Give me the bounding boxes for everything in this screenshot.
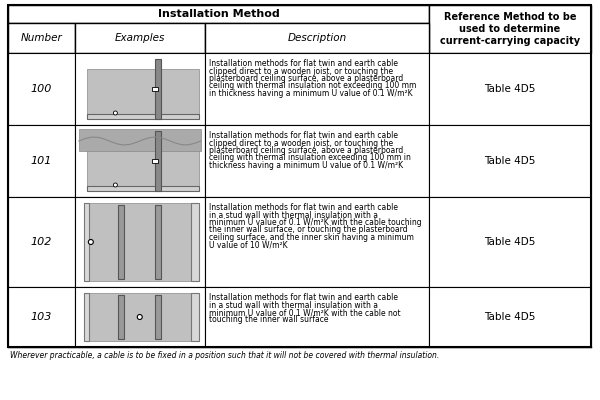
Polygon shape xyxy=(205,53,429,125)
Text: Installation methods for flat twin and earth cable: Installation methods for flat twin and e… xyxy=(209,131,398,140)
Text: plasterboard ceiling surface, above a plasterboard: plasterboard ceiling surface, above a pl… xyxy=(209,146,403,155)
Polygon shape xyxy=(155,59,161,119)
Text: minimum U value of 0.1 W/m²K with the cable not: minimum U value of 0.1 W/m²K with the ca… xyxy=(209,308,400,317)
Text: Number: Number xyxy=(20,33,62,43)
Text: in a stud wall with thermal insulation with a: in a stud wall with thermal insulation w… xyxy=(209,300,377,310)
Polygon shape xyxy=(155,295,161,339)
Text: Installation methods for flat twin and earth cable: Installation methods for flat twin and e… xyxy=(209,293,398,302)
Polygon shape xyxy=(118,295,124,339)
Text: touching the inner wall surface: touching the inner wall surface xyxy=(209,316,328,324)
Polygon shape xyxy=(8,53,75,125)
Polygon shape xyxy=(87,186,199,191)
Polygon shape xyxy=(84,203,199,281)
Text: 100: 100 xyxy=(31,84,52,94)
Polygon shape xyxy=(75,197,205,287)
Polygon shape xyxy=(429,287,591,347)
Text: Installation methods for flat twin and earth cable: Installation methods for flat twin and e… xyxy=(209,203,398,212)
Polygon shape xyxy=(429,125,591,197)
Polygon shape xyxy=(8,197,75,287)
Polygon shape xyxy=(118,205,124,279)
Text: Table 4D5: Table 4D5 xyxy=(484,312,536,322)
Text: Installation Method: Installation Method xyxy=(158,9,280,19)
Text: ceiling surface, and the inner skin having a minimum: ceiling surface, and the inner skin havi… xyxy=(209,233,413,242)
Polygon shape xyxy=(8,5,429,23)
Text: Installation methods for flat twin and earth cable: Installation methods for flat twin and e… xyxy=(209,59,398,68)
Polygon shape xyxy=(8,125,75,197)
Polygon shape xyxy=(87,114,199,119)
Text: Wherever practicable, a cable is to be fixed in a position such that it will not: Wherever practicable, a cable is to be f… xyxy=(10,351,439,360)
Circle shape xyxy=(113,183,118,187)
Bar xyxy=(152,87,158,91)
Text: 102: 102 xyxy=(31,237,52,247)
Circle shape xyxy=(88,240,94,244)
Text: Description: Description xyxy=(287,33,347,43)
Polygon shape xyxy=(84,293,89,341)
Polygon shape xyxy=(79,129,200,151)
Polygon shape xyxy=(155,131,161,191)
Text: Examples: Examples xyxy=(115,33,165,43)
Polygon shape xyxy=(205,197,429,287)
Polygon shape xyxy=(87,141,199,191)
Polygon shape xyxy=(84,293,199,341)
Text: clipped direct to a wooden joist, or touching the: clipped direct to a wooden joist, or tou… xyxy=(209,66,393,76)
Text: minimum U value of 0.1 W/m²K with the cable touching: minimum U value of 0.1 W/m²K with the ca… xyxy=(209,218,421,227)
Text: Table 4D5: Table 4D5 xyxy=(484,237,536,247)
Text: clipped direct to a wooden joist, or touching the: clipped direct to a wooden joist, or tou… xyxy=(209,138,393,148)
Text: U value of 10 W/m²K: U value of 10 W/m²K xyxy=(209,240,287,250)
Polygon shape xyxy=(155,205,161,279)
Text: 101: 101 xyxy=(31,156,52,166)
Text: 103: 103 xyxy=(31,312,52,322)
Polygon shape xyxy=(8,23,75,53)
Polygon shape xyxy=(8,287,75,347)
Text: plasterboard ceiling surface, above a plasterboard: plasterboard ceiling surface, above a pl… xyxy=(209,74,403,83)
Text: thickness having a minimum U value of 0.1 W/m²K: thickness having a minimum U value of 0.… xyxy=(209,161,403,170)
Polygon shape xyxy=(75,53,205,125)
Text: Reference Method to be
used to determine
current-carrying capacity: Reference Method to be used to determine… xyxy=(440,12,580,46)
Polygon shape xyxy=(205,287,429,347)
Polygon shape xyxy=(75,23,205,53)
Polygon shape xyxy=(205,23,429,53)
Polygon shape xyxy=(75,287,205,347)
Polygon shape xyxy=(87,69,199,119)
Text: in thickness having a minimum U value of 0.1 W/m²K: in thickness having a minimum U value of… xyxy=(209,89,412,98)
Text: Table 4D5: Table 4D5 xyxy=(484,156,536,166)
Circle shape xyxy=(137,314,142,320)
Polygon shape xyxy=(191,203,199,281)
Circle shape xyxy=(113,111,118,115)
Polygon shape xyxy=(429,53,591,125)
Polygon shape xyxy=(205,125,429,197)
Text: Table 4D5: Table 4D5 xyxy=(484,84,536,94)
Text: ceiling with thermal insulation exceeding 100 mm in: ceiling with thermal insulation exceedin… xyxy=(209,154,410,162)
Bar xyxy=(152,159,158,163)
Polygon shape xyxy=(429,5,591,53)
Polygon shape xyxy=(8,5,591,347)
Polygon shape xyxy=(75,125,205,197)
Polygon shape xyxy=(84,203,89,281)
Polygon shape xyxy=(191,293,199,341)
Text: the inner wall surface, or touching the plasterboard: the inner wall surface, or touching the … xyxy=(209,226,407,234)
Polygon shape xyxy=(429,197,591,287)
Text: in a stud wall with thermal insulation with a: in a stud wall with thermal insulation w… xyxy=(209,210,377,220)
Text: ceiling with thermal insulation not exceeding 100 mm: ceiling with thermal insulation not exce… xyxy=(209,82,416,90)
